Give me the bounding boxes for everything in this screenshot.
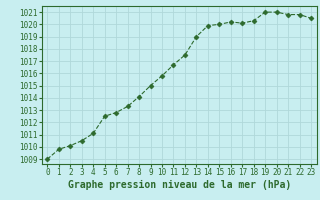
X-axis label: Graphe pression niveau de la mer (hPa): Graphe pression niveau de la mer (hPa) xyxy=(68,180,291,190)
